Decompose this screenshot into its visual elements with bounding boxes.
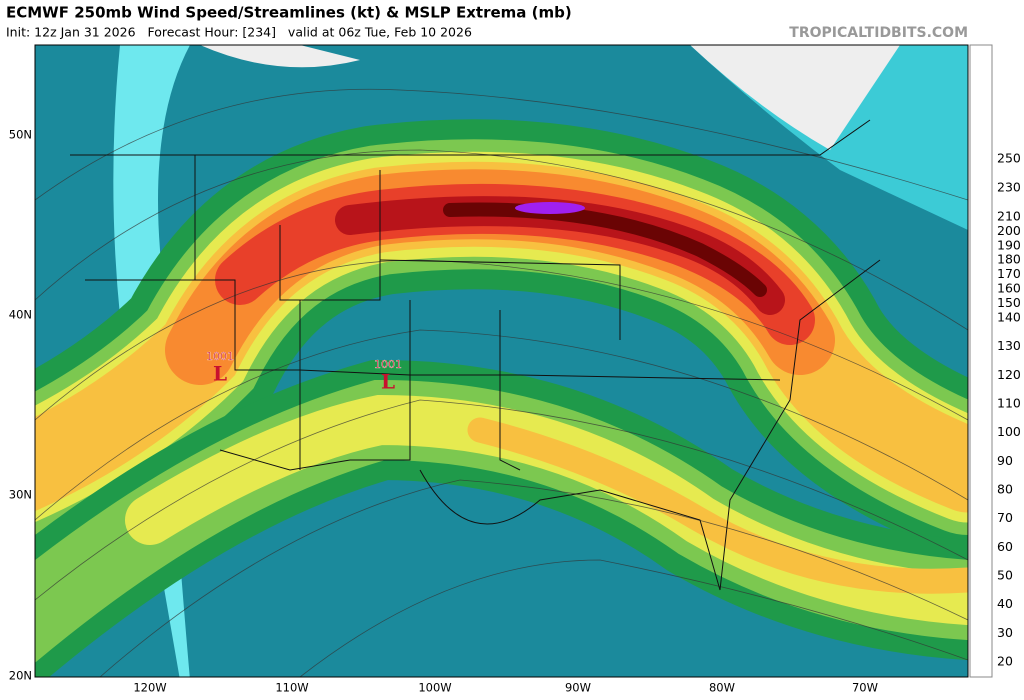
lon-label: 100W [418,681,451,695]
colorbar-label: 60 [997,539,1013,554]
lat-label: 30N [9,488,32,502]
colorbar-label: 40 [997,596,1013,611]
colorbar-label: 140 [997,310,1021,325]
colorbar-label: 30 [997,625,1013,640]
low-pressure: 1001 [374,358,402,371]
lat-label: 50N [9,128,32,142]
lon-label: 70W [852,681,878,695]
map [35,45,968,677]
colorbar-label: 50 [997,568,1013,583]
low-symbol: L [381,370,395,394]
colorbar-label: 250 [997,151,1021,166]
colorbar-label: 120 [997,367,1021,382]
low-pressure: 1001 [206,350,234,363]
colorbar-label: 180 [997,252,1021,267]
colorbar-label: 210 [997,208,1021,223]
colorbar-label: 160 [997,281,1021,296]
colorbar-label: 110 [997,396,1021,411]
colorbar-label: 70 [997,510,1013,525]
colorbar-label: 130 [997,338,1021,353]
colorbar-label: 80 [997,482,1013,497]
colorbar-label: 230 [997,179,1021,194]
low-symbol: L [213,362,227,386]
map-frame [34,44,969,678]
title: ECMWF 250mb Wind Speed/Streamlines (kt) … [6,4,572,22]
lon-label: 90W [565,681,591,695]
colorbar-label: 190 [997,237,1021,252]
colorbar-label: 90 [997,453,1013,468]
colorbar-label: 20 [997,654,1013,669]
colorbar-label: 100 [997,424,1021,439]
colorbar-label: 170 [997,266,1021,281]
lon-label: 110W [275,681,308,695]
subtitle: Init: 12z Jan 31 2026 Forecast Hour: [23… [6,25,472,40]
lon-label: 80W [709,681,735,695]
lat-label: 40N [9,308,32,322]
lon-label: 120W [133,681,166,695]
lat-label: 20N [9,669,32,683]
watermark: TROPICALTIDBITS.COM [789,25,968,41]
colorbar-label: 150 [997,295,1021,310]
colorbar-frame [969,44,993,678]
colorbar-label: 200 [997,223,1021,238]
